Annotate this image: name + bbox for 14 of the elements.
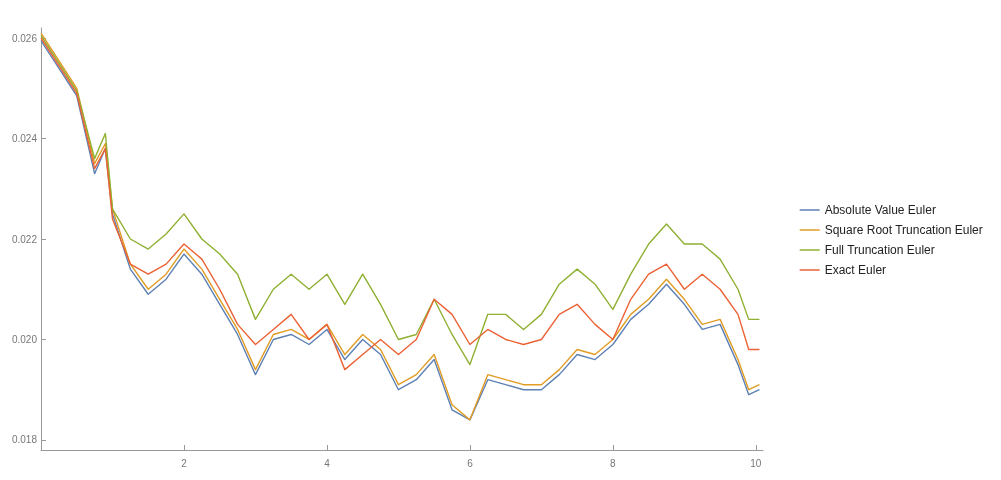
x-tick-label: 2 [181, 457, 188, 469]
legend-label: Full Truncation Euler [824, 243, 935, 257]
y-tick-label: 0.026 [11, 32, 38, 44]
legend-label: Absolute Value Euler [824, 203, 936, 217]
x-tick-label: 4 [324, 457, 331, 469]
x-tick-label: 6 [467, 457, 474, 469]
legend-label: Square Root Truncation Euler [824, 223, 983, 237]
x-tick-label: 8 [610, 457, 617, 469]
y-tick-label: 0.020 [11, 333, 38, 345]
x-tick-label: 10 [750, 457, 762, 469]
legend-label: Exact Euler [824, 263, 887, 277]
y-tick-label: 0.018 [11, 434, 38, 446]
y-tick-label: 0.022 [11, 233, 38, 245]
y-tick-label: 0.024 [11, 133, 38, 145]
